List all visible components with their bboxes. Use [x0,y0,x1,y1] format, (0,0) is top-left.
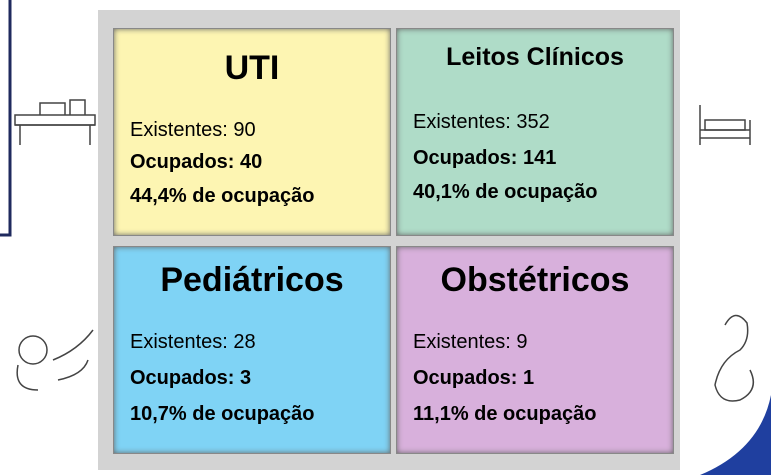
occupied: Ocupados: 3 [130,367,251,390]
panel-title: Obstétricos [397,261,673,300]
occupied: Ocupados: 40 [130,151,262,174]
occupied: Ocupados: 1 [413,367,534,390]
occupied: Ocupados: 141 [413,147,556,170]
existing: Existentes: 28 [130,331,256,354]
panel-title: Leitos Clínicos [397,43,673,72]
page: UTI Existentes: 90 Ocupados: 40 44,4% de… [0,0,771,475]
rate: 40,1% de ocupação [413,181,598,204]
panel-pediatricos: Pediátricos Existentes: 28 Ocupados: 3 1… [113,246,391,454]
panel-uti: UTI Existentes: 90 Ocupados: 40 44,4% de… [113,28,391,236]
existing: Existentes: 352 [413,111,550,134]
icu-bed-icon [10,95,105,150]
existing: Existentes: 90 [130,119,256,142]
pregnant-icon [705,305,765,410]
bed-icon [695,100,755,150]
panel-obstetricos: Obstétricos Existentes: 9 Ocupados: 1 11… [396,246,674,454]
existing: Existentes: 9 [413,331,528,354]
panel-title: UTI [114,49,390,88]
rate: 44,4% de ocupação [130,185,315,208]
left-border [0,0,10,235]
baby-icon [8,320,103,395]
rate: 11,1% de ocupação [413,403,596,426]
panel-clinicos: Leitos Clínicos Existentes: 352 Ocupados… [396,28,674,236]
panel-title: Pediátricos [114,261,390,300]
rate: 10,7% de ocupação [130,403,315,426]
